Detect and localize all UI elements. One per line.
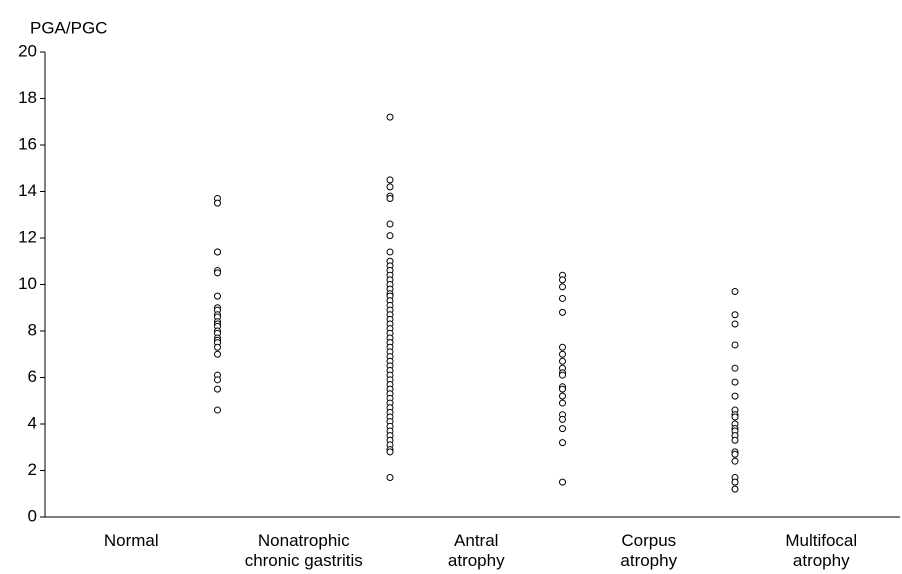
point [731, 311, 739, 319]
point [731, 392, 739, 400]
x-tick-label: Nonatrophic chronic gastritis [244, 531, 363, 570]
x-tick-label: Corpus atrophy [620, 531, 678, 570]
y-tick-label: 8 [28, 320, 37, 339]
point [731, 436, 739, 444]
y-tick-label: 10 [18, 274, 37, 293]
point [386, 183, 394, 191]
point [731, 457, 739, 465]
y-tick-label: 18 [18, 88, 37, 107]
point [559, 399, 566, 407]
point [559, 392, 566, 400]
x-tick-label: Antral atrophy [447, 531, 505, 570]
point [386, 113, 394, 121]
point [214, 376, 221, 384]
point [386, 473, 394, 481]
point [559, 276, 566, 284]
point [559, 294, 566, 302]
point [386, 248, 394, 256]
y-tick-label: 20 [18, 41, 37, 60]
point [559, 308, 566, 316]
point [214, 199, 221, 207]
point [559, 415, 566, 423]
y-tick-label: 2 [28, 460, 37, 479]
point [386, 220, 394, 228]
point [731, 341, 739, 349]
point [559, 385, 566, 393]
point [214, 385, 221, 393]
y-tick-label: 12 [18, 227, 37, 246]
point [214, 350, 221, 358]
point [731, 364, 739, 372]
x-tick-label: Normal [103, 531, 159, 550]
point [559, 439, 566, 447]
point [731, 320, 739, 328]
point [731, 478, 739, 486]
y-tick-label: 14 [18, 181, 37, 200]
point [731, 485, 739, 493]
point [731, 413, 739, 421]
point [559, 350, 566, 358]
y-tick-label: 0 [28, 506, 37, 525]
x-tick-label: Multifocal atrophy [785, 531, 858, 570]
point [731, 287, 739, 295]
point [386, 232, 394, 240]
point [214, 343, 221, 351]
point [214, 269, 221, 277]
y-tick-label: 6 [28, 367, 37, 386]
point [731, 450, 739, 458]
y-tick-label: 16 [18, 134, 37, 153]
point [731, 378, 739, 386]
point [559, 283, 566, 291]
point [214, 406, 221, 414]
point [559, 343, 566, 351]
point [559, 478, 566, 486]
point [559, 425, 566, 433]
point [214, 292, 221, 300]
y-axis-label: PGA/PGC [30, 18, 107, 37]
point [559, 357, 566, 365]
point [559, 371, 566, 379]
point [386, 176, 394, 184]
point [386, 448, 394, 456]
point [214, 248, 221, 256]
y-tick-label: 4 [28, 413, 37, 432]
point [386, 194, 394, 202]
